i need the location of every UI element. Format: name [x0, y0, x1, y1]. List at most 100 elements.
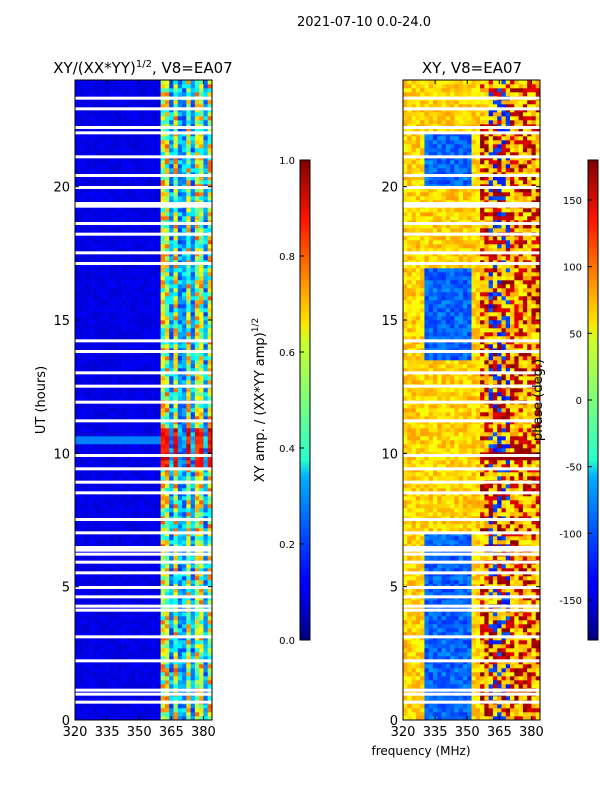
heatmap-cell	[169, 612, 174, 617]
heatmap-cell	[87, 364, 93, 369]
heatmap-cell	[199, 120, 204, 125]
heatmap-cell	[207, 160, 213, 165]
heatmap-cell	[130, 284, 136, 289]
heatmap-cell	[177, 352, 183, 357]
heatmap-cell	[109, 268, 114, 273]
heatmap-cell	[190, 388, 196, 393]
heatmap-cell	[117, 500, 123, 505]
heatmap-cell	[143, 168, 149, 173]
heatmap-cell	[104, 432, 110, 437]
heatmap-cell	[169, 456, 174, 461]
heatmap-cell	[104, 648, 110, 653]
heatmap-cell	[160, 180, 166, 185]
heatmap-cell	[117, 640, 123, 645]
heatmap-cell	[109, 708, 114, 713]
heatmap-cell	[164, 592, 170, 597]
heatmap-cell	[194, 528, 200, 533]
heatmap-cell	[113, 576, 119, 581]
heatmap-cell	[194, 292, 200, 297]
heatmap-cell	[194, 556, 200, 561]
heatmap-cell	[100, 236, 106, 241]
heatmap-cell	[139, 464, 144, 469]
heatmap-cell	[207, 460, 213, 465]
heatmap-cell	[130, 528, 136, 533]
heatmap-cell	[87, 396, 93, 401]
heatmap-cell	[96, 380, 101, 385]
heatmap-cell	[117, 280, 123, 285]
heatmap-cell	[190, 528, 196, 533]
heatmap-cell	[126, 268, 131, 273]
heatmap-cell	[203, 600, 209, 605]
heatmap-cell	[130, 648, 136, 653]
heatmap-cell	[100, 392, 106, 397]
heatmap-cell	[173, 268, 179, 273]
heatmap-cell	[109, 436, 114, 441]
heatmap-cell	[199, 388, 204, 393]
heatmap-cell	[139, 356, 144, 361]
heatmap-cell	[122, 644, 127, 649]
heatmap-cell	[122, 600, 127, 605]
heatmap-cell	[173, 116, 179, 121]
heatmap-cell	[139, 448, 144, 453]
heatmap-cell	[100, 288, 106, 293]
heatmap-cell	[169, 684, 174, 689]
heatmap-cell	[126, 428, 131, 433]
heatmap-cell	[143, 268, 149, 273]
heatmap-cell	[83, 624, 89, 629]
heatmap-cell	[169, 216, 174, 221]
heatmap-cell	[92, 208, 97, 213]
heatmap-cell	[87, 612, 93, 617]
heatmap-cell	[126, 236, 131, 241]
heatmap-cell	[130, 120, 136, 125]
heatmap-cell	[152, 624, 157, 629]
heatmap-cell	[173, 208, 179, 213]
heatmap-cell	[104, 304, 110, 309]
heatmap-cell	[143, 312, 149, 317]
heatmap-cell	[100, 212, 106, 217]
heatmap-cell	[152, 432, 157, 437]
heatmap-cell	[100, 308, 106, 313]
heatmap-cell	[164, 256, 170, 261]
heatmap-cell	[117, 396, 123, 401]
heatmap-cell	[152, 208, 157, 213]
heatmap-cell	[177, 564, 183, 569]
heatmap-cell	[152, 428, 157, 433]
heatmap-cell	[152, 464, 157, 469]
heatmap-cell	[207, 628, 213, 633]
heatmap-cell	[203, 212, 209, 217]
heatmap-cell	[173, 656, 179, 661]
heatmap-cell	[147, 440, 153, 445]
heatmap-cell	[75, 244, 80, 249]
heatmap-cell	[190, 144, 196, 149]
heatmap-cell	[109, 416, 114, 421]
heatmap-cell	[177, 120, 183, 125]
heatmap-cell	[139, 288, 144, 293]
heatmap-cell	[134, 684, 140, 689]
heatmap-cell	[117, 100, 123, 105]
heatmap-cell	[169, 712, 174, 717]
heatmap-cell	[79, 92, 84, 97]
heatmap-cell	[109, 580, 114, 585]
heatmap-cell	[139, 472, 144, 477]
heatmap-cell	[190, 248, 196, 253]
heatmap-cell	[104, 652, 110, 657]
heatmap-cell	[104, 144, 110, 149]
heatmap-cell	[79, 500, 84, 505]
heatmap-cell	[203, 404, 209, 409]
heatmap-cell	[156, 716, 161, 721]
heatmap-cell	[207, 652, 213, 657]
heatmap-cell	[109, 264, 114, 269]
heatmap-cell	[134, 116, 140, 121]
heatmap-cell	[130, 404, 136, 409]
heatmap-cell	[117, 336, 123, 341]
heatmap-cell	[75, 680, 80, 685]
heatmap-cell	[134, 528, 140, 533]
heatmap-cell	[113, 344, 119, 349]
heatmap-cell	[194, 360, 200, 365]
heatmap-cell	[199, 600, 204, 605]
heatmap-cell	[83, 408, 89, 413]
heatmap-cell	[190, 128, 196, 133]
heatmap-cell	[113, 380, 119, 385]
heatmap-cell	[203, 496, 209, 501]
heatmap-cell	[104, 496, 110, 501]
